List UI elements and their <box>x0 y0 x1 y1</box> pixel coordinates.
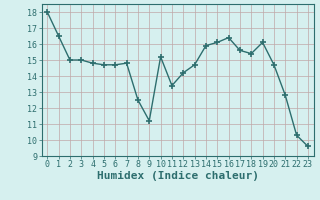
X-axis label: Humidex (Indice chaleur): Humidex (Indice chaleur) <box>97 171 259 181</box>
